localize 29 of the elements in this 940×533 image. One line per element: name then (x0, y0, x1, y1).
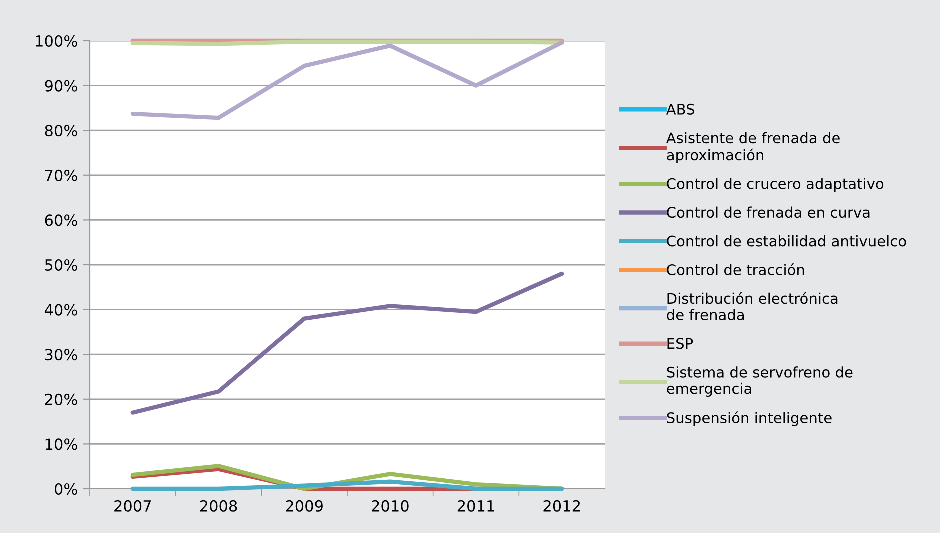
legend-label: Distribución electrónica de frenada (667, 292, 838, 320)
x-tick-label: 2010 (372, 500, 409, 512)
line-series (130, 272, 564, 415)
y-tick-label: 30% (45, 349, 78, 361)
y-tick-label: 50% (45, 259, 78, 272)
line-series (130, 40, 564, 120)
y-tick-label: 60% (45, 214, 78, 226)
y-tick-label: 100% (36, 35, 78, 48)
legend-label: Control de frenada en curva (667, 206, 870, 218)
legend-label: Sistema de servofreno de emergencia (667, 366, 853, 398)
y-tick-label: 10% (46, 438, 78, 450)
y-tick-label: 90% (45, 80, 78, 92)
x-tick-label: 2008 (200, 500, 238, 512)
y-tick-label: 70% (45, 170, 78, 182)
y-tick-label: 80% (45, 125, 78, 137)
legend-label: Suspensión inteligente (667, 412, 832, 426)
legend-label: Control de estabilidad antivuelco (667, 235, 906, 247)
legend-label: Asistente de frenada de aproximación (666, 132, 840, 164)
x-tick-label: 2012 (544, 500, 580, 512)
y-tick-label: 0% (54, 483, 78, 496)
y-tick-label: 20% (45, 394, 78, 406)
x-tick-label: 2007 (114, 500, 152, 512)
x-tick-label: 2009 (286, 500, 323, 512)
legend-label: Control de crucero adaptativo (667, 178, 884, 192)
legend-label: ABS (666, 104, 695, 115)
legend-label: ESP (668, 338, 694, 350)
legend-label: Control de tracción (667, 264, 804, 276)
y-tick-label: 40% (44, 304, 78, 316)
x-tick-label: 2011 (458, 500, 494, 512)
